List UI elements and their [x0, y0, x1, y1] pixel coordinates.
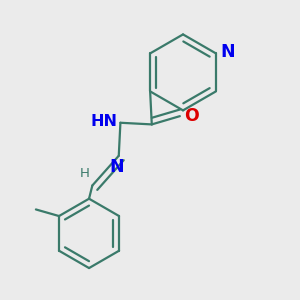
Text: N: N: [110, 158, 124, 176]
Text: N: N: [220, 43, 235, 61]
Text: O: O: [184, 107, 199, 125]
Text: HN: HN: [91, 114, 118, 129]
Text: H: H: [80, 167, 90, 180]
